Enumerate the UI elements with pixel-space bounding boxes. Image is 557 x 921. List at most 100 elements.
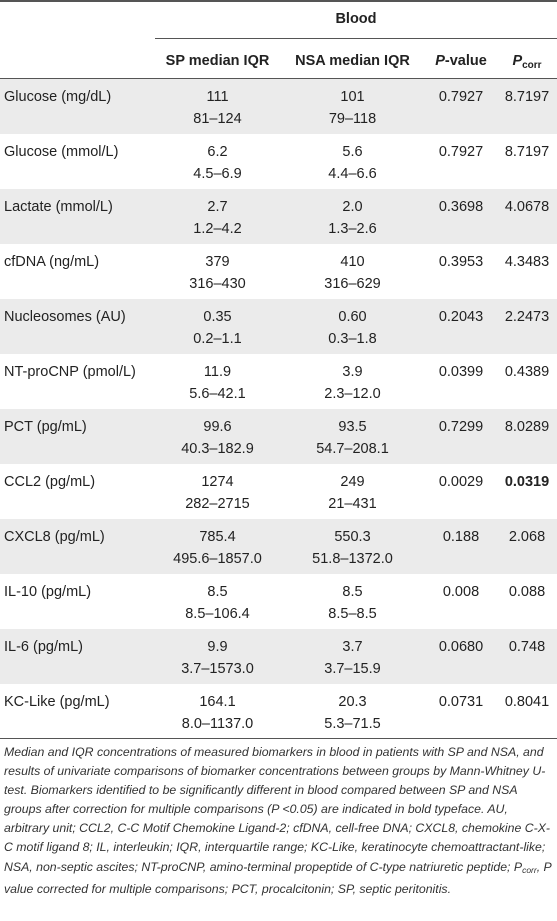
header-p-corr: Pcorr [512,53,542,71]
nsa-median: 3.7 [342,639,363,655]
sp-median: 164.1 [199,694,236,710]
table-row: Nucleosomes (AU) 0.35 0.2–1.1 0.60 0.3–1.8 0.… [0,299,557,354]
p-corr-value: 4.3483 [504,254,550,270]
p-corr-value: 0.748 [508,639,546,655]
p-value: 0.0029 [438,474,484,490]
nsa-median: 101 [340,89,365,105]
table-row: Lactate (mmol/L) 2.7 1.2–4.2 2.0 1.3–2.6 0.36… [0,189,557,244]
nsa-iqr: 21–431 [328,496,377,512]
table-column-header: SP median IQR NSA median IQR P-value Pco… [0,40,557,78]
sp-iqr: 1.2–4.2 [193,221,242,237]
sp-iqr: 81–124 [193,111,242,127]
sp-iqr: 8.5–106.4 [185,606,250,622]
nsa-iqr: 316–629 [324,276,381,292]
sp-median: 8.5 [207,584,228,600]
p-value: 0.0680 [438,639,484,655]
row-label: NT-proCNP (pmol/L) [4,364,136,380]
row-label: IL-10 (pg/mL) [4,584,92,600]
p-corr-value: 0.088 [508,584,546,600]
sp-median: 1274 [201,474,234,490]
p-value: 0.3698 [438,199,484,215]
header-bottom-rule [0,78,557,79]
p-corr-value: 0.0319 [504,474,550,490]
row-label: PCT (pg/mL) [4,419,87,435]
nsa-iqr: 79–118 [328,111,377,127]
row-label: IL-6 (pg/mL) [4,639,83,655]
row-label: CXCL8 (pg/mL) [4,529,105,545]
row-label: cfDNA (ng/mL) [4,254,100,270]
row-label: Glucose (mg/dL) [4,89,112,105]
group-title: Blood [335,11,377,27]
table-row: CCL2 (pg/mL) 1274 282–2715 249 21–431 0.0029 0… [0,464,557,519]
nsa-iqr: 5.3–71.5 [324,716,381,732]
table-row: Glucose (mg/dL) 111 81–124 101 79–118 0.7927 8… [0,79,557,134]
sp-iqr: 316–430 [189,276,246,292]
p-corr-value: 8.0289 [504,419,550,435]
nsa-iqr: 51.8–1372.0 [312,551,393,567]
sp-median: 785.4 [199,529,236,545]
p-corr-value: 2.2473 [504,309,550,325]
nsa-median: 3.9 [342,364,363,380]
row-label: KC-Like (pg/mL) [4,694,110,710]
sp-iqr: 8.0–1137.0 [181,716,254,732]
nsa-median: 550.3 [334,529,371,545]
row-label: Lactate (mmol/L) [4,199,113,215]
sp-iqr: 282–2715 [185,496,250,512]
header-nsa: NSA median IQR [295,53,410,69]
nsa-iqr: 3.7–15.9 [324,661,381,677]
header-sp: SP median IQR [165,53,270,69]
nsa-median: 410 [340,254,365,270]
sp-iqr: 0.2–1.1 [193,331,242,347]
sp-median: 2.7 [207,199,228,215]
sp-median: 9.9 [207,639,228,655]
nsa-median: 2.0 [342,199,363,215]
nsa-iqr: 0.3–1.8 [328,331,377,347]
row-label: Glucose (mmol/L) [4,144,119,160]
sp-iqr: 40.3–182.9 [181,441,254,457]
nsa-iqr: 4.4–6.6 [328,166,377,182]
p-corr-value: 4.0678 [504,199,550,215]
group-underline [155,38,557,39]
p-corr-value: 8.7197 [504,144,550,160]
table-row: NT-proCNP (pmol/L) 11.9 5.6–42.1 3.9 2.3–12.… [0,354,557,409]
p-value: 0.008 [442,584,480,600]
sp-median: 0.35 [203,309,232,325]
header-p-value: P-value [435,53,487,69]
table-row: CXCL8 (pg/mL) 785.4 495.6–1857.0 550.3 51.8–… [0,519,557,574]
sp-iqr: 3.7–1573.0 [181,661,254,677]
nsa-median: 249 [340,474,365,490]
sp-median: 99.6 [203,419,232,435]
p-value: 0.7927 [438,144,484,160]
table-footnote: Median and IQR concentrations of measure… [4,745,552,896]
sp-iqr: 4.5–6.9 [193,166,242,182]
p-corr-value: 0.8041 [504,694,550,710]
nsa-iqr: 1.3–2.6 [328,221,377,237]
p-corr-value: 2.068 [508,529,546,545]
p-value: 0.2043 [438,309,484,325]
p-value: 0.7299 [438,419,484,435]
p-value: 0.0399 [438,364,484,380]
p-value: 0.7927 [438,89,484,105]
table-row: PCT (pg/mL) 99.6 40.3–182.9 93.5 54.7–208.1 0… [0,409,557,464]
row-label: CCL2 (pg/mL) [4,474,96,490]
nsa-iqr: 8.5–8.5 [328,606,377,622]
table-group-header: Blood [0,0,557,39]
p-value: 0.3953 [438,254,484,270]
table-row: IL-10 (pg/mL) 8.5 8.5–106.4 8.5 8.5–8.5 0.008… [0,574,557,629]
table-row: KC-Like (pg/mL) 164.1 8.0–1137.0 20.3 5.3–71… [0,684,557,739]
nsa-iqr: 2.3–12.0 [324,386,381,402]
p-corr-value: 0.4389 [504,364,550,380]
sp-iqr: 495.6–1857.0 [173,551,262,567]
nsa-median: 5.6 [342,144,363,160]
row-label: Nucleosomes (AU) [4,309,126,325]
nsa-median: 93.5 [338,419,367,435]
sp-iqr: 5.6–42.1 [189,386,246,402]
p-value: 0.188 [442,529,480,545]
sp-median: 6.2 [207,144,228,160]
p-value: 0.0731 [438,694,484,710]
sp-median: 111 [206,89,229,105]
nsa-median: 20.3 [338,694,367,710]
table-row: cfDNA (ng/mL) 379 316–430 410 316–629 0.3953 4… [0,244,557,299]
sp-median: 11.9 [203,364,232,380]
table-row: IL-6 (pg/mL) 9.9 3.7–1573.0 3.7 3.7–15.9 0.06… [0,629,557,684]
